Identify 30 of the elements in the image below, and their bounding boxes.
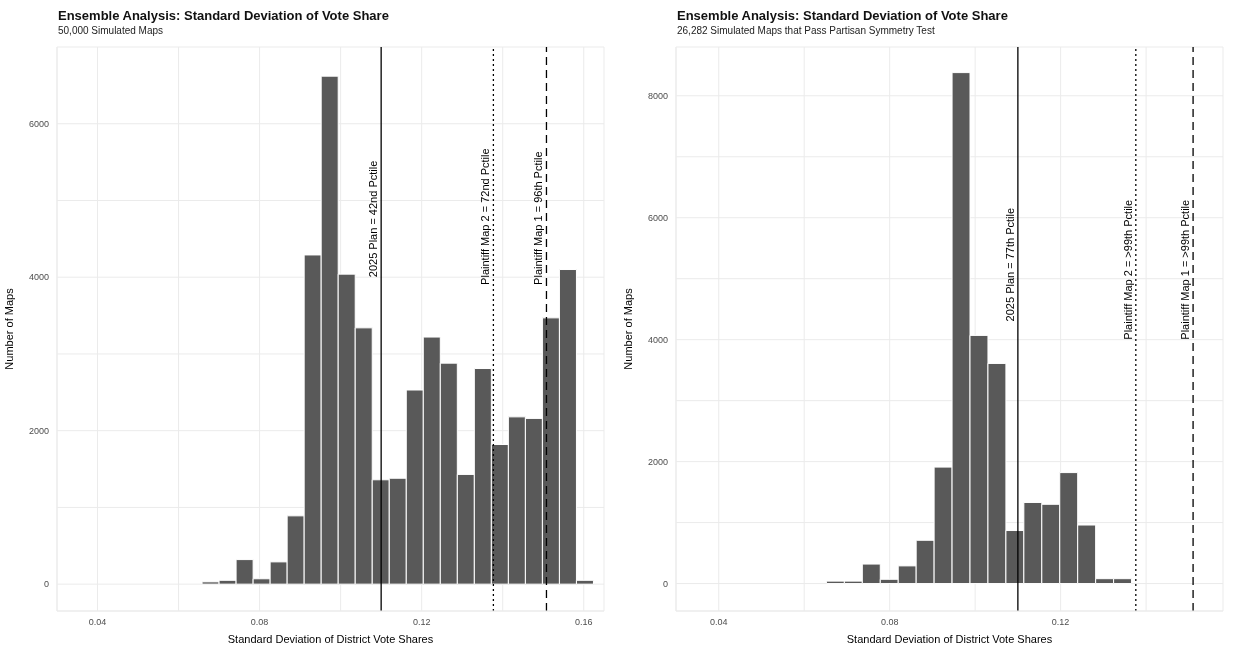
chart-subtitle: 26,282 Simulated Maps that Pass Partisan Symmetry Test	[677, 25, 936, 36]
y-tick-label: 6000	[28, 118, 49, 129]
annotation: 2025 Plan = 42nd Pctile	[367, 160, 380, 278]
chart-title: Ensemble Analysis: Standard Deviation of Vote Share	[677, 8, 1009, 23]
y-tick-label: 4000	[647, 334, 668, 345]
x-tick-label: 0.16	[574, 617, 593, 628]
y-tick-label: 6000	[647, 212, 668, 223]
x-tick-label: 0.12	[1051, 617, 1070, 628]
y-axis-title: Number of Maps	[2, 287, 15, 370]
y-tick-label: 4000	[28, 272, 49, 283]
chart-title: Ensemble Analysis: Standard Deviation of Vote Share	[58, 8, 390, 23]
annotation: Plaintiff Map 1 = 96th Pctile	[532, 151, 545, 285]
x-tick-label: 0.04	[88, 617, 107, 628]
x-axis-title: Standard Deviation of District Vote Shares	[846, 633, 1053, 645]
y-axis-title: Number of Maps	[621, 287, 634, 370]
annotation: 2025 Plan = 77th Pctile	[1003, 207, 1016, 322]
y-tick-label: 2000	[28, 425, 49, 436]
y-tick-label: 0	[43, 579, 49, 590]
annotation: Plaintiff Map 1 = >99th Pctile	[1179, 199, 1192, 340]
x-tick-label: 0.12	[412, 617, 431, 628]
y-tick-label: 0	[662, 578, 668, 589]
chart-subtitle: 50,000 Simulated Maps	[58, 25, 165, 36]
x-axis-title: Standard Deviation of District Vote Shares	[227, 633, 434, 645]
y-tick-label: 2000	[647, 456, 668, 467]
y-tick-label: 8000	[647, 90, 668, 101]
x-tick-label: 0.08	[250, 617, 269, 628]
annotation: Plaintiff Map 2 = 72nd Pctile	[479, 148, 492, 285]
x-tick-label: 0.04	[709, 617, 728, 628]
x-tick-label: 0.08	[880, 617, 899, 628]
annotation: Plaintiff Map 2 = >99th Pctile	[1121, 199, 1134, 340]
